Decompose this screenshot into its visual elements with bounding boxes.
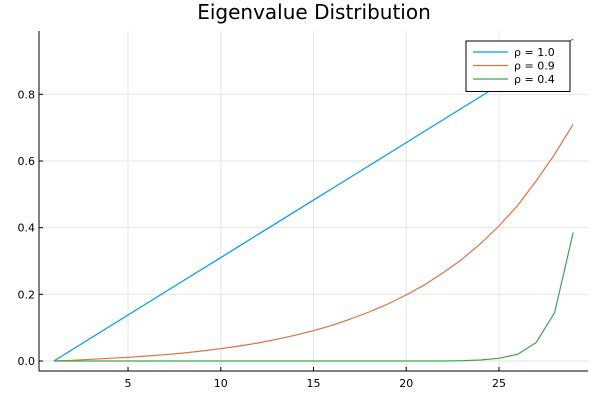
legend-label: ρ = 0.4 <box>514 73 555 86</box>
x-tick-label: 15 <box>307 377 321 390</box>
chart-title: Eigenvalue Distribution <box>197 0 431 24</box>
legend-label: ρ = 1.0 <box>514 46 555 59</box>
legend-box <box>465 40 571 92</box>
legend: ρ = 1.0ρ = 0.9ρ = 0.4 <box>465 40 571 92</box>
y-tick-label: 0.8 <box>18 88 36 101</box>
x-tick-label: 20 <box>399 377 413 390</box>
legend-label: ρ = 0.9 <box>514 60 555 73</box>
series-line-3 <box>53 232 574 362</box>
y-tick-label: 0.4 <box>18 222 36 235</box>
x-tick-label: 10 <box>214 377 228 390</box>
x-tick-label: 25 <box>492 377 506 390</box>
y-tick-label: 0.2 <box>18 288 36 301</box>
tick-labels: 5 10 15 20 25 0.0 0.2 0.4 0.6 0.8 <box>18 88 506 390</box>
x-tick-label: 5 <box>125 377 132 390</box>
y-tick-label: 0.0 <box>18 355 36 368</box>
series-line-2 <box>53 124 574 362</box>
series-line-1 <box>53 38 574 362</box>
y-tick-label: 0.6 <box>18 155 36 168</box>
axes <box>38 31 588 372</box>
series-lines <box>53 38 574 362</box>
